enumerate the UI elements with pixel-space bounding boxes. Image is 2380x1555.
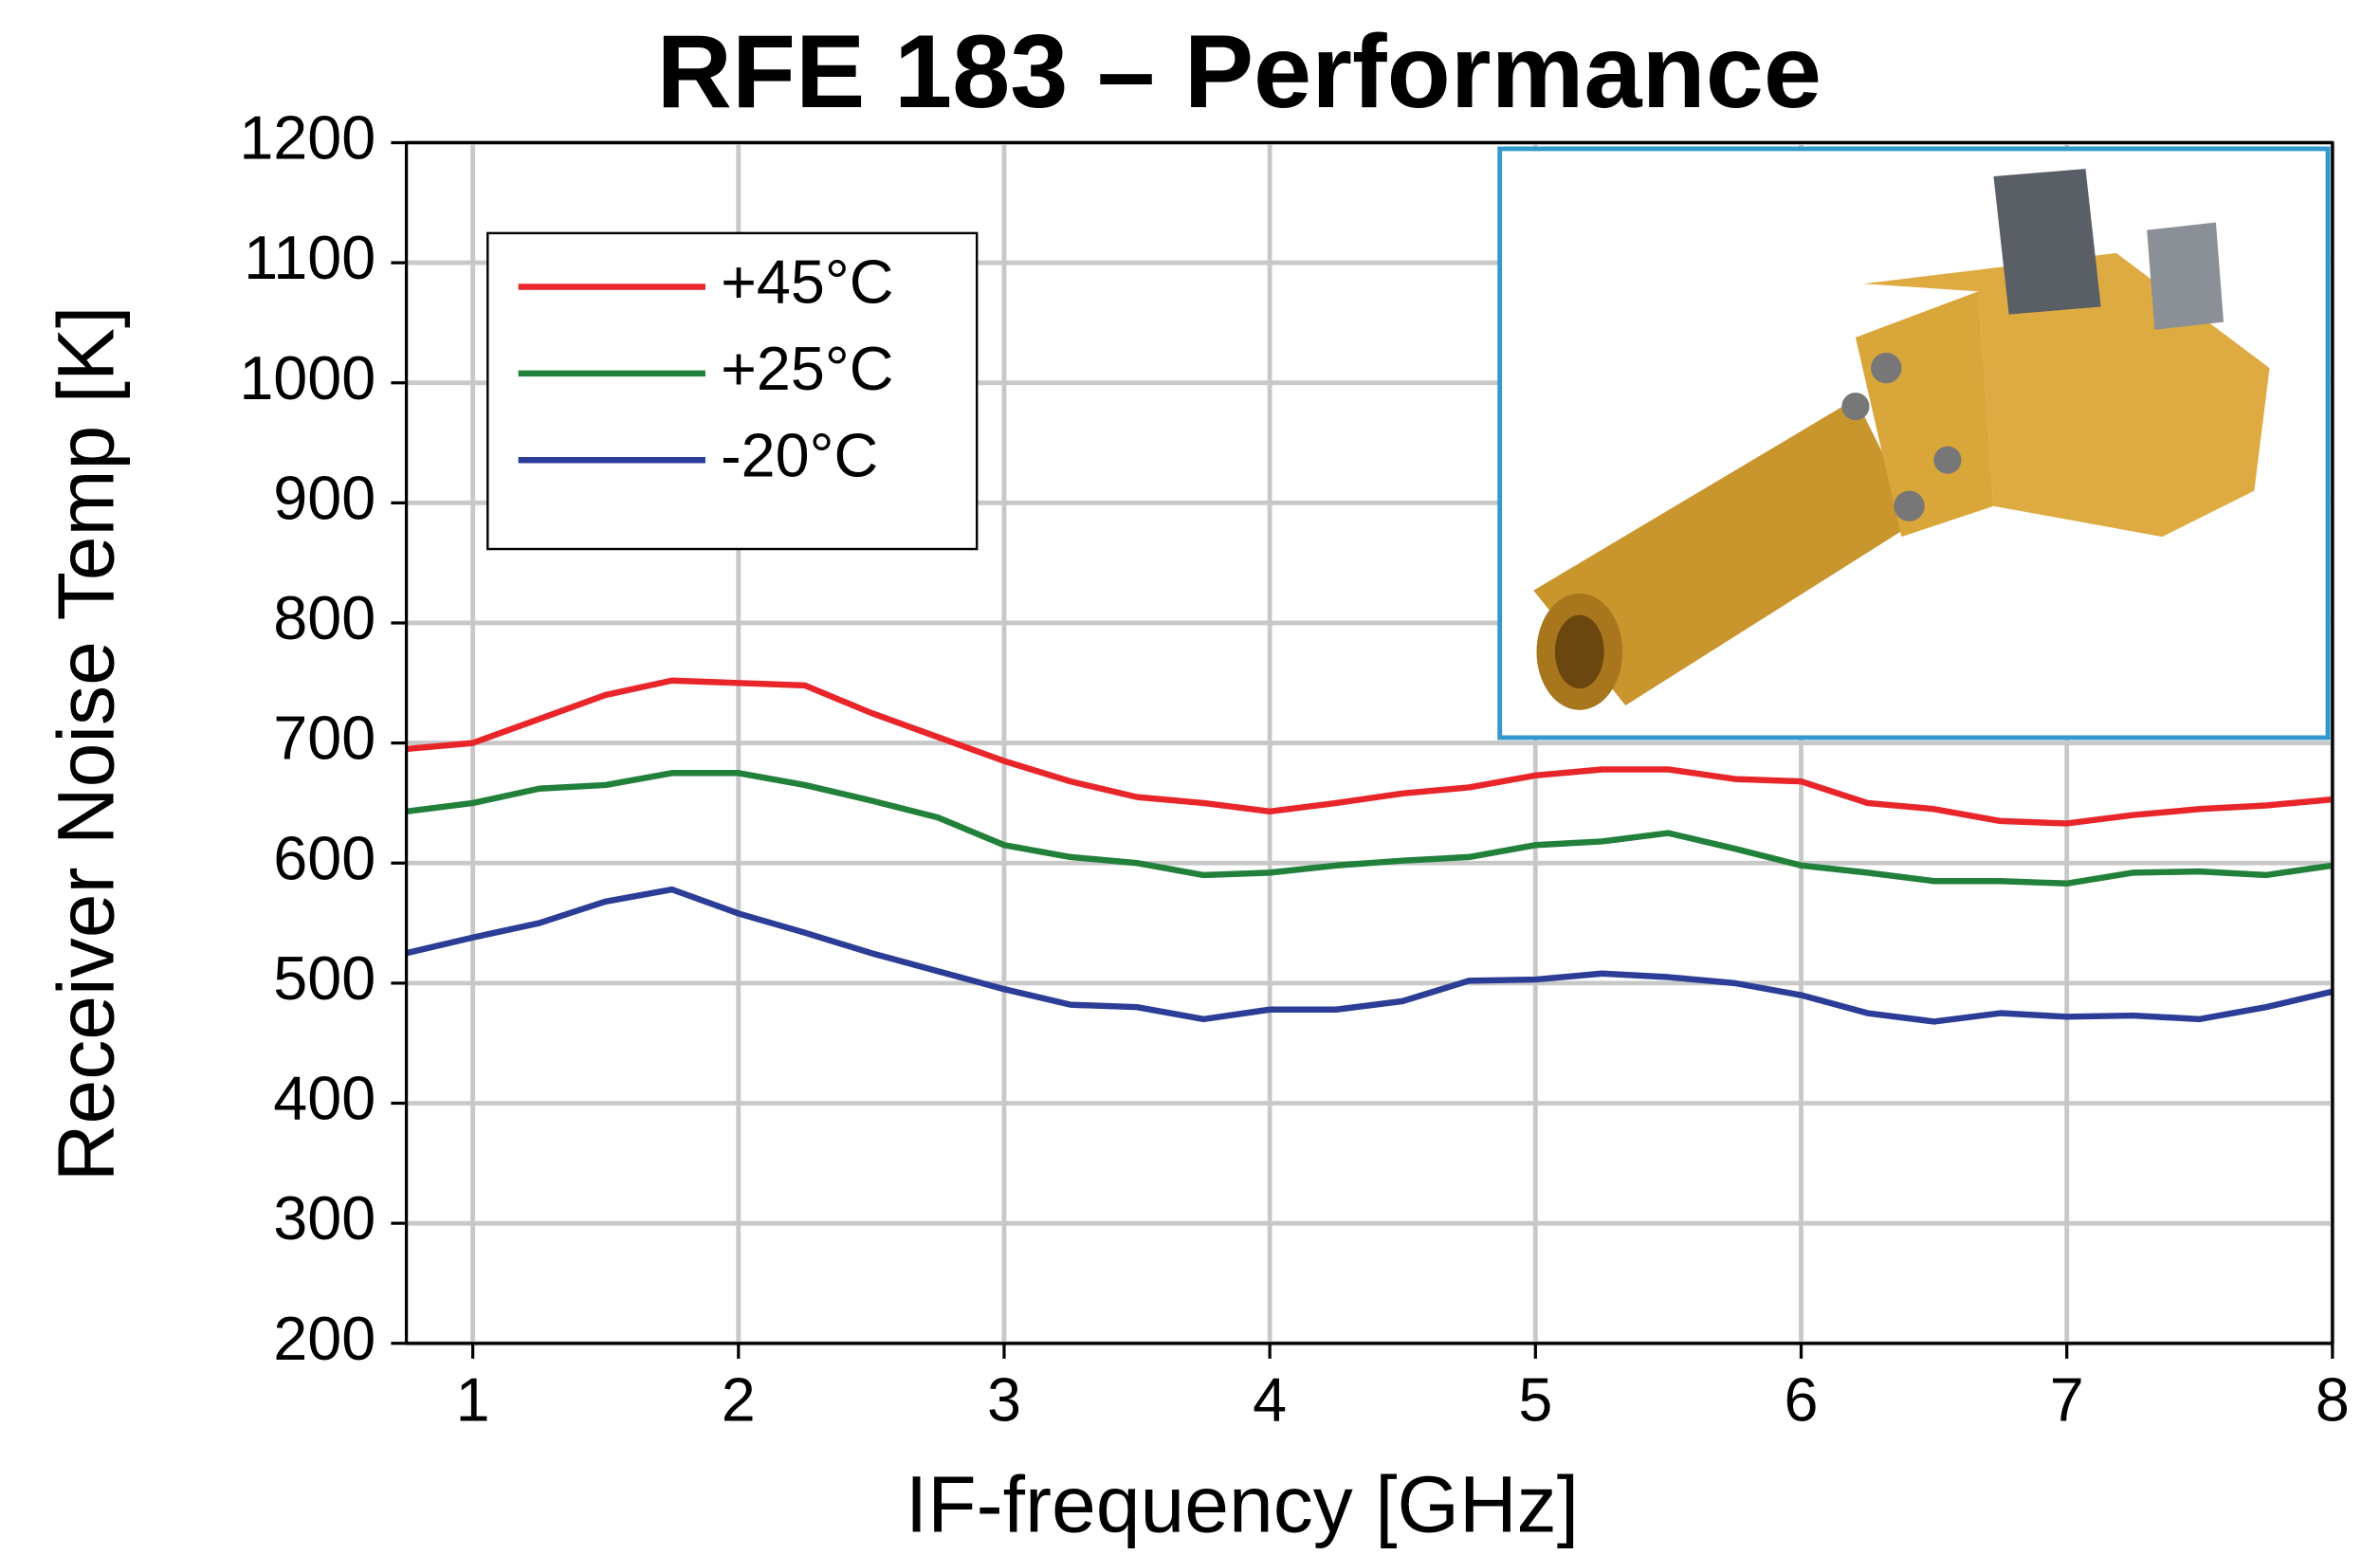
series-line	[406, 770, 2334, 887]
y-axis-label: Receiver Noise Temp [K]	[41, 306, 130, 1182]
y-tick-label: 400	[273, 1064, 375, 1133]
legend-label: -20°C	[721, 420, 878, 489]
y-tick-label: 300	[273, 1183, 375, 1253]
chart-title: RFE 183 – Performance	[656, 13, 1822, 130]
legend-label: +45°C	[721, 247, 893, 317]
x-axis-label: IF-frequency [GHz]	[906, 1459, 1579, 1548]
x-tick-label: 3	[987, 1365, 1021, 1435]
legend-label: +25°C	[721, 334, 893, 403]
y-tick-label: 600	[273, 823, 375, 892]
x-tick-label: 2	[722, 1365, 756, 1435]
series-line	[405, 886, 2334, 1025]
plot-frame	[404, 140, 2334, 1345]
series-line	[406, 677, 2334, 827]
x-tick-label: 8	[2316, 1365, 2350, 1435]
y-tick-label: 200	[273, 1304, 375, 1373]
y-tick-label: 800	[273, 583, 375, 652]
x-tick-label: 5	[1518, 1365, 1552, 1435]
y-tick-label: 700	[273, 704, 375, 773]
legend: +45°C +25°C -20°C	[486, 231, 979, 551]
x-tick-label: 6	[1785, 1365, 1819, 1435]
y-tick-label: 1000	[239, 343, 375, 412]
x-tick-label: 4	[1253, 1365, 1287, 1435]
y-tick-label: 1100	[244, 223, 375, 292]
legend-items: +45°C +25°C -20°C	[518, 247, 893, 489]
y-tick-label: 1200	[239, 103, 375, 173]
y-tick-label: 900	[273, 463, 375, 532]
x-tick-label: 7	[2050, 1365, 2084, 1435]
plot-lines	[405, 677, 2334, 1025]
photo-inset	[1497, 146, 2331, 741]
x-tick-label: 1	[456, 1365, 490, 1435]
y-tick-label: 500	[273, 943, 375, 1013]
